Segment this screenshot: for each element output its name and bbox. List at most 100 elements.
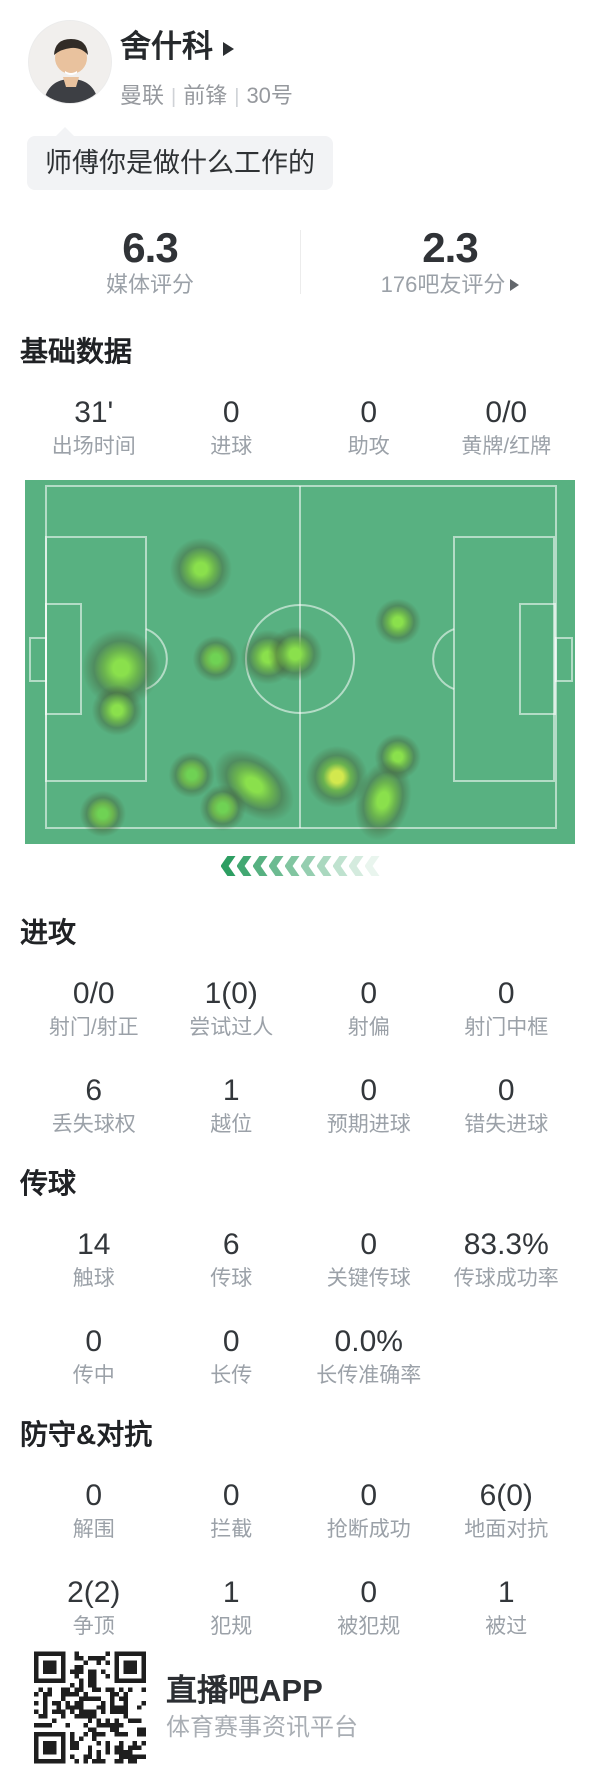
qr-code <box>34 1651 146 1764</box>
section-title-defense: 防守&对抗 <box>20 1419 153 1450</box>
fan-rating-value: 2.3 <box>422 224 478 271</box>
stat-value: 0 <box>360 977 378 1010</box>
shirt-number: 30号 <box>246 83 293 108</box>
stat-label: 错失进球 <box>464 1113 549 1136</box>
stat-label: 长传准确率 <box>316 1364 422 1387</box>
stat-value: 0 <box>497 1074 515 1107</box>
stat-empty <box>438 1325 576 1388</box>
stat-value: 6 <box>222 1228 240 1261</box>
stat-label: 拦截 <box>210 1518 253 1541</box>
chevron-left-icon <box>300 856 316 876</box>
stat-crosses: 0 传中 <box>25 1325 163 1388</box>
name-dropdown-icon <box>223 42 234 56</box>
stat-label: 解围 <box>72 1518 115 1541</box>
stat-value: 0/0 <box>72 977 115 1010</box>
stat-woodwork: 0 射门中框 <box>438 977 576 1040</box>
stat-xg: 0 预期进球 <box>300 1074 438 1137</box>
meta-separator: | <box>234 86 240 108</box>
stat-label: 争顶 <box>72 1615 115 1638</box>
stat-touches: 14 触球 <box>25 1228 163 1291</box>
stat-row: 0 解围 0 拦截 0 抢断成功 6(0) 地面对抗 <box>0 1479 600 1542</box>
stat-clearances: 0 解围 <box>25 1479 163 1542</box>
stat-fouls: 1 犯规 <box>163 1576 301 1639</box>
fan-rating-label-text: 176吧友评分 <box>380 272 506 297</box>
stat-key-passes: 0 关键传球 <box>300 1228 438 1291</box>
avatar[interactable] <box>28 20 112 104</box>
stat-label: 射门/射正 <box>48 1016 139 1039</box>
stat-ground-duels: 6(0) 地面对抗 <box>438 1479 576 1542</box>
stat-value: 0 <box>360 1228 378 1261</box>
stat-label: 抢断成功 <box>326 1518 411 1541</box>
chevron-left-icon <box>316 856 332 876</box>
stat-possession-lost: 6 丢失球权 <box>25 1074 163 1137</box>
stat-value: 0/0 <box>485 396 528 429</box>
stat-assists: 0 助攻 <box>300 396 438 459</box>
meta-separator: | <box>171 86 177 108</box>
stat-label: 丢失球权 <box>51 1113 136 1136</box>
stat-dribbled-past: 1 被过 <box>438 1576 576 1639</box>
stat-fouled: 0 被犯规 <box>300 1576 438 1639</box>
stat-value: 0 <box>360 1074 378 1107</box>
stat-dribbles: 1(0) 尝试过人 <box>163 977 301 1040</box>
caret-right-icon <box>510 279 520 291</box>
stat-label: 被犯规 <box>337 1615 401 1638</box>
chevron-left-icon <box>268 856 284 876</box>
stat-label: 黄牌/红牌 <box>461 435 552 458</box>
stat-label: 被过 <box>485 1615 528 1638</box>
stat-value: 1 <box>222 1074 240 1107</box>
app-footer: 直播吧APP 体育赛事资讯平台 <box>0 1651 600 1764</box>
stat-row: 14 触球 6 传球 0 关键传球 83.3% 传球成功率 <box>0 1228 600 1291</box>
media-rating: 6.3 媒体评分 <box>0 226 300 297</box>
stat-cards: 0/0 黄牌/红牌 <box>438 396 576 459</box>
stat-value: 6(0) <box>479 1479 533 1512</box>
team-name: 曼联 <box>120 83 165 108</box>
fan-rating-label: 176吧友评分 <box>300 273 600 297</box>
stat-value: 0 <box>222 396 240 429</box>
stat-row: 0/0 射门/射正 1(0) 尝试过人 0 射偏 0 射门中框 <box>0 977 600 1040</box>
ratings-panel: 6.3 媒体评分 2.3 176吧友评分 <box>0 226 600 297</box>
media-rating-value: 6.3 <box>122 224 178 271</box>
stat-label: 进球 <box>210 435 253 458</box>
chevron-left-icon <box>236 856 252 876</box>
chevron-left-icon <box>220 856 236 876</box>
stat-value: 0.0% <box>334 1325 403 1358</box>
player-name-row[interactable]: 舍什科 <box>120 28 234 66</box>
stat-value: 83.3% <box>463 1228 549 1261</box>
stat-long-balls: 0 长传 <box>163 1325 301 1388</box>
stat-label: 地面对抗 <box>464 1518 549 1541</box>
stat-blocks: 0 拦截 <box>163 1479 301 1542</box>
comment-bubble[interactable]: 师傅你是做什么工作的 <box>27 127 333 190</box>
chevron-left-icon <box>364 856 380 876</box>
heatmap-pitch <box>25 480 575 844</box>
stat-value: 31' <box>74 396 114 429</box>
stat-passes: 6 传球 <box>163 1228 301 1291</box>
stat-value: 0 <box>360 396 378 429</box>
stat-label: 犯规 <box>210 1615 253 1638</box>
stat-label: 助攻 <box>347 435 390 458</box>
stat-value: 0 <box>85 1479 103 1512</box>
fan-rating[interactable]: 2.3 176吧友评分 <box>300 226 600 297</box>
chevron-left-icon <box>348 856 364 876</box>
stat-aerial-duels: 2(2) 争顶 <box>25 1576 163 1639</box>
stat-value: 1(0) <box>204 977 258 1010</box>
footer-text: 直播吧APP 体育赛事资讯平台 <box>166 1673 358 1742</box>
app-tagline: 体育赛事资讯平台 <box>166 1714 358 1741</box>
stat-label: 传中 <box>72 1364 115 1387</box>
section-title-basic: 基础数据 <box>20 336 133 367</box>
player-name: 舍什科 <box>120 29 213 64</box>
stat-row: 31' 出场时间 0 进球 0 助攻 0/0 黄牌/红牌 <box>0 396 600 459</box>
stat-label: 射偏 <box>347 1016 390 1039</box>
stat-label: 传球 <box>210 1267 253 1290</box>
stat-missed-chances: 0 错失进球 <box>438 1074 576 1137</box>
stat-value: 0 <box>222 1479 240 1512</box>
stat-label: 长传 <box>210 1364 253 1387</box>
stat-row: 6 丢失球权 1 越位 0 预期进球 0 错失进球 <box>0 1074 600 1137</box>
ratings-divider <box>300 230 301 294</box>
player-header: 舍什科 曼联 | 前锋 | 30号 <box>0 0 600 136</box>
stat-label: 越位 <box>210 1113 253 1136</box>
stat-value: 0 <box>360 1576 378 1609</box>
pitch-lines <box>29 485 573 829</box>
stat-label: 关键传球 <box>326 1267 411 1290</box>
chevron-left-icon <box>284 856 300 876</box>
